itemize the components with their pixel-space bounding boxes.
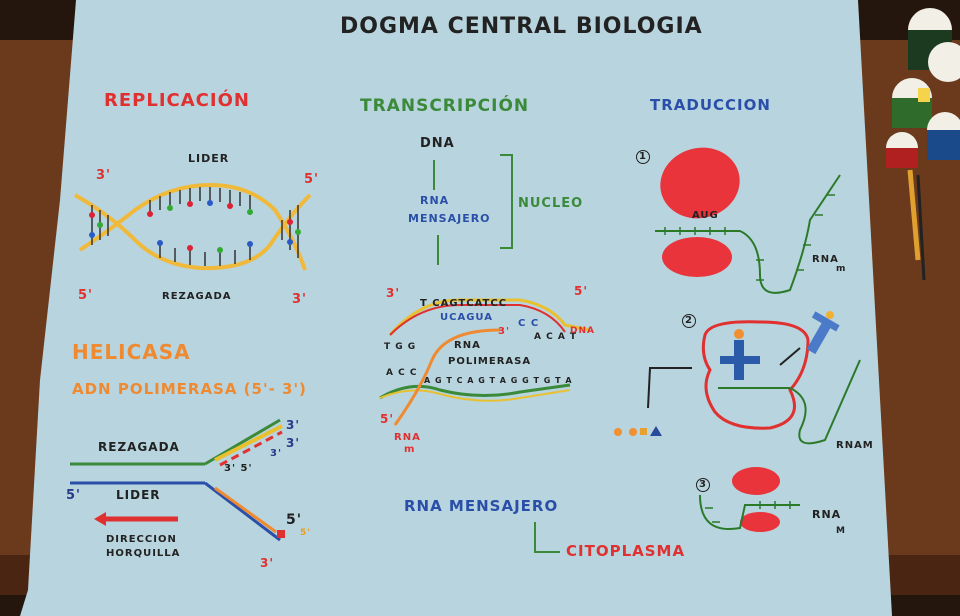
fork-3-inner: 3' bbox=[286, 436, 301, 450]
fork-rezagada: REZAGADA bbox=[98, 440, 180, 454]
rna-strand-bases: UCAGUA bbox=[440, 312, 493, 323]
poster-paper bbox=[20, 0, 892, 616]
bottom-left-bases: A C C bbox=[386, 368, 418, 378]
direccion-label: DIRECCION bbox=[106, 534, 177, 545]
rna-m-3-sub: M bbox=[836, 526, 846, 536]
mensajero-label: MENSAJERO bbox=[408, 212, 491, 225]
rna-polimerasa-1: RNA bbox=[454, 340, 481, 351]
dna-label: DNA bbox=[420, 136, 455, 151]
transcripcion-heading: TRANSCRIPCIÓN bbox=[360, 96, 530, 116]
nucleo-label: NUCLEO bbox=[518, 196, 584, 211]
translation-step-2 bbox=[614, 311, 861, 445]
rna-label: RNA bbox=[420, 194, 450, 207]
replication-fork-diagram bbox=[70, 418, 285, 542]
aug-label: AUG bbox=[692, 210, 719, 221]
rna-polimerasa-2: POLIMERASA bbox=[448, 356, 532, 367]
acat-bases: A C A T bbox=[534, 332, 578, 342]
end-3-top: 3' bbox=[96, 168, 112, 183]
step-1-marker: 1 bbox=[636, 150, 650, 164]
rna-m-label: RNA bbox=[394, 432, 421, 443]
step-2-marker: 2 bbox=[682, 314, 696, 328]
fork-3-bottom: 3' bbox=[260, 556, 275, 570]
paint-jars bbox=[886, 8, 960, 281]
adn-polimerasa-label: ADN POLIMERASA (5'- 3') bbox=[72, 380, 307, 398]
fork-3-5: 3' 5' bbox=[224, 463, 253, 474]
citoplasma-label: CITOPLASMA bbox=[566, 542, 686, 560]
top-strand-bases: T CAGTCATCC bbox=[420, 298, 508, 309]
rna-m-1-sub: m bbox=[836, 264, 847, 274]
translation-step-3 bbox=[699, 467, 800, 532]
tgg-bases: T G G bbox=[384, 342, 417, 352]
rna-m-sub: m bbox=[404, 444, 416, 455]
transcription-end-3: 3' bbox=[386, 286, 401, 300]
fork-5-mid: 5' bbox=[300, 528, 312, 538]
dna-replication-diagram bbox=[74, 182, 312, 271]
rna-m-3-label: RNA bbox=[812, 508, 842, 521]
transcription-end-5-bottom: 5' bbox=[380, 412, 395, 426]
fork-5-left: 5' bbox=[66, 488, 82, 503]
rnam-2-label: RNAM bbox=[836, 440, 874, 451]
rna-mensajero-label: RNA MENSAJERO bbox=[404, 497, 559, 515]
dna-side-label: DNA bbox=[570, 326, 595, 336]
replicacion-heading: REPLICACIÓN bbox=[104, 90, 250, 111]
fork-3-top: 3' bbox=[286, 418, 301, 432]
fork-lider: LIDER bbox=[116, 488, 161, 502]
bottom-strand-bases: A G T C A G T A G G T G T A bbox=[424, 376, 573, 385]
citoplasma-arrow bbox=[534, 522, 560, 553]
lider-label: LIDER bbox=[188, 152, 230, 165]
transcription-end-5: 5' bbox=[574, 284, 589, 298]
fork-5-right: 5' bbox=[286, 512, 303, 528]
end-5-bottom: 5' bbox=[78, 288, 94, 303]
helicasa-label: HELICASA bbox=[72, 340, 191, 364]
transcription-diagram bbox=[379, 154, 591, 426]
rna-end-cc: C C bbox=[518, 318, 540, 329]
horquilla-label: HORQUILLA bbox=[106, 548, 181, 559]
rezagada-label: REZAGADA bbox=[162, 291, 232, 302]
end-5-top: 5' bbox=[304, 172, 320, 187]
fork-3-mid: 3' bbox=[270, 448, 283, 459]
traduccion-heading: TRADUCCION bbox=[650, 96, 771, 114]
translation-step-1 bbox=[655, 147, 841, 294]
end-3-bottom: 3' bbox=[292, 292, 308, 307]
step-3-marker: 3 bbox=[696, 478, 710, 492]
rna-m-1-label: RNA bbox=[812, 254, 839, 265]
poster-title: DOGMA CENTRAL BIOLOGIA bbox=[340, 14, 703, 39]
rna-3-end: 3' bbox=[498, 326, 511, 337]
